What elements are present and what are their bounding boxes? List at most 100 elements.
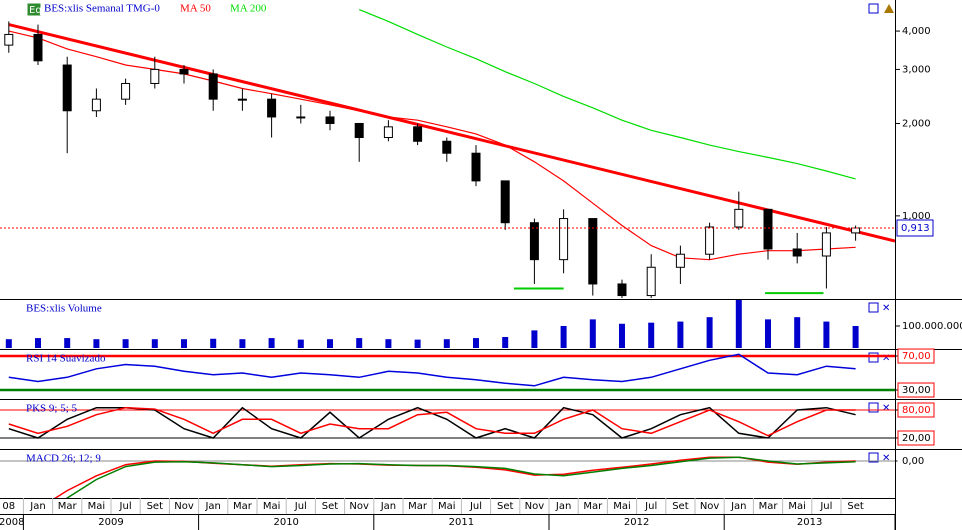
y-tick-label: 2,000 xyxy=(902,118,931,129)
panel-title: BES:xlis Semanal TMG-0 xyxy=(44,3,160,15)
legend-entry: MA 200 xyxy=(230,3,267,15)
volume-bar xyxy=(823,321,830,348)
candle-body xyxy=(471,152,481,182)
x-tick-label: Jan xyxy=(380,501,396,512)
candle-body xyxy=(33,33,43,62)
last-price-box xyxy=(896,219,934,237)
panel xyxy=(0,353,895,392)
y-tick-label: 70,00 xyxy=(902,351,931,362)
volume-bar xyxy=(151,339,158,348)
candle-body xyxy=(646,266,656,297)
svg-text:✕: ✕ xyxy=(882,303,890,314)
y-tick-label: 100.000.000 xyxy=(902,321,962,332)
candle-body xyxy=(559,218,569,261)
candle-body xyxy=(413,126,423,142)
y-tick-label: 30,00 xyxy=(902,385,931,396)
candle-body xyxy=(675,253,685,268)
toolbar-icons[interactable]: Eq ✕ ✕ ✕ ✕ xyxy=(26,2,894,464)
candle-body xyxy=(529,222,539,261)
series-line xyxy=(8,406,856,437)
x-tick-label: Set xyxy=(322,501,339,512)
volume-bar xyxy=(385,339,392,348)
x-tick-label: Jan xyxy=(555,501,571,512)
x-tick-label: Jan xyxy=(29,501,45,512)
volume-bar xyxy=(677,321,684,348)
candle-body xyxy=(821,232,831,257)
volume-bar xyxy=(93,339,100,348)
candle-body xyxy=(4,33,14,46)
year-label: 2010 xyxy=(273,517,298,528)
x-tick-label: Set xyxy=(497,501,514,512)
volume-bar xyxy=(794,317,801,348)
trend-line xyxy=(8,23,895,243)
panel xyxy=(5,300,859,348)
volume-bar xyxy=(735,300,742,348)
volume-bar xyxy=(648,322,655,348)
x-tick-label: Jul xyxy=(294,501,307,512)
candle-body xyxy=(705,226,715,255)
panel xyxy=(0,9,895,298)
x-tick-label: Mai xyxy=(263,501,281,512)
last-price-label: 0,913 xyxy=(901,223,930,234)
year-label: 2009 xyxy=(98,517,123,528)
legend-entry: MA 50 xyxy=(180,3,211,15)
volume-bar xyxy=(414,339,421,348)
year-label: 2013 xyxy=(797,517,822,528)
year-label: 2012 xyxy=(624,517,649,528)
y-tick-label: 4,000 xyxy=(902,26,931,37)
x-tick-label: Mai xyxy=(613,501,631,512)
x-tick-label: Mai xyxy=(788,501,806,512)
series-line xyxy=(8,353,856,387)
volume-bar xyxy=(852,325,859,348)
x-tick-label: 08 xyxy=(2,501,15,512)
candle-body xyxy=(325,116,335,124)
candle-body xyxy=(121,82,131,100)
panel-title: MACD 26; 12; 9 xyxy=(26,453,101,465)
y-tick-label: 0,00 xyxy=(902,456,924,467)
volume-bar xyxy=(64,338,71,348)
x-tick-label: Jul xyxy=(644,501,657,512)
volume-bar xyxy=(706,317,713,348)
tick-box xyxy=(897,382,935,398)
candle-body xyxy=(267,98,277,118)
x-tick-label: Mar xyxy=(408,501,428,512)
volume-bar xyxy=(473,338,479,348)
x-tick-label: Nov xyxy=(525,501,545,512)
x-tick-label: Mar xyxy=(759,501,779,512)
candle-body xyxy=(851,227,861,234)
candle-body xyxy=(792,248,802,257)
panel xyxy=(0,456,895,498)
candle-body xyxy=(354,122,364,139)
candle-body xyxy=(150,68,160,84)
series-line xyxy=(8,30,856,261)
volume-bar xyxy=(560,325,567,348)
candle-body xyxy=(208,73,218,100)
candle-body xyxy=(296,116,306,119)
volume-bar xyxy=(356,338,363,348)
series-line xyxy=(65,456,856,498)
x-tick-label: Jul xyxy=(819,501,832,512)
volume-bar xyxy=(122,339,129,348)
x-tick-label: Jul xyxy=(469,501,482,512)
volume-bar xyxy=(35,338,41,348)
x-tick-label: Jan xyxy=(204,501,220,512)
svg-text:✕: ✕ xyxy=(882,353,890,364)
svg-text:✕: ✕ xyxy=(882,403,890,414)
panel xyxy=(0,406,895,439)
x-tick-label: Mar xyxy=(583,501,603,512)
candle-body xyxy=(442,140,452,154)
volume-bar xyxy=(210,338,217,348)
candle-body xyxy=(734,208,744,228)
series-line xyxy=(8,406,856,439)
volume-bar xyxy=(619,323,625,348)
volume-bar xyxy=(239,339,246,348)
x-tick-label: Nov xyxy=(174,501,194,512)
x-tick-label: Set xyxy=(847,501,864,512)
candle-body xyxy=(62,64,72,112)
x-tick-label: Set xyxy=(672,501,689,512)
panel-title: PKS 9; 5; 5 xyxy=(26,403,78,415)
x-tick-label: Jul xyxy=(119,501,132,512)
volume-bar xyxy=(765,319,771,348)
